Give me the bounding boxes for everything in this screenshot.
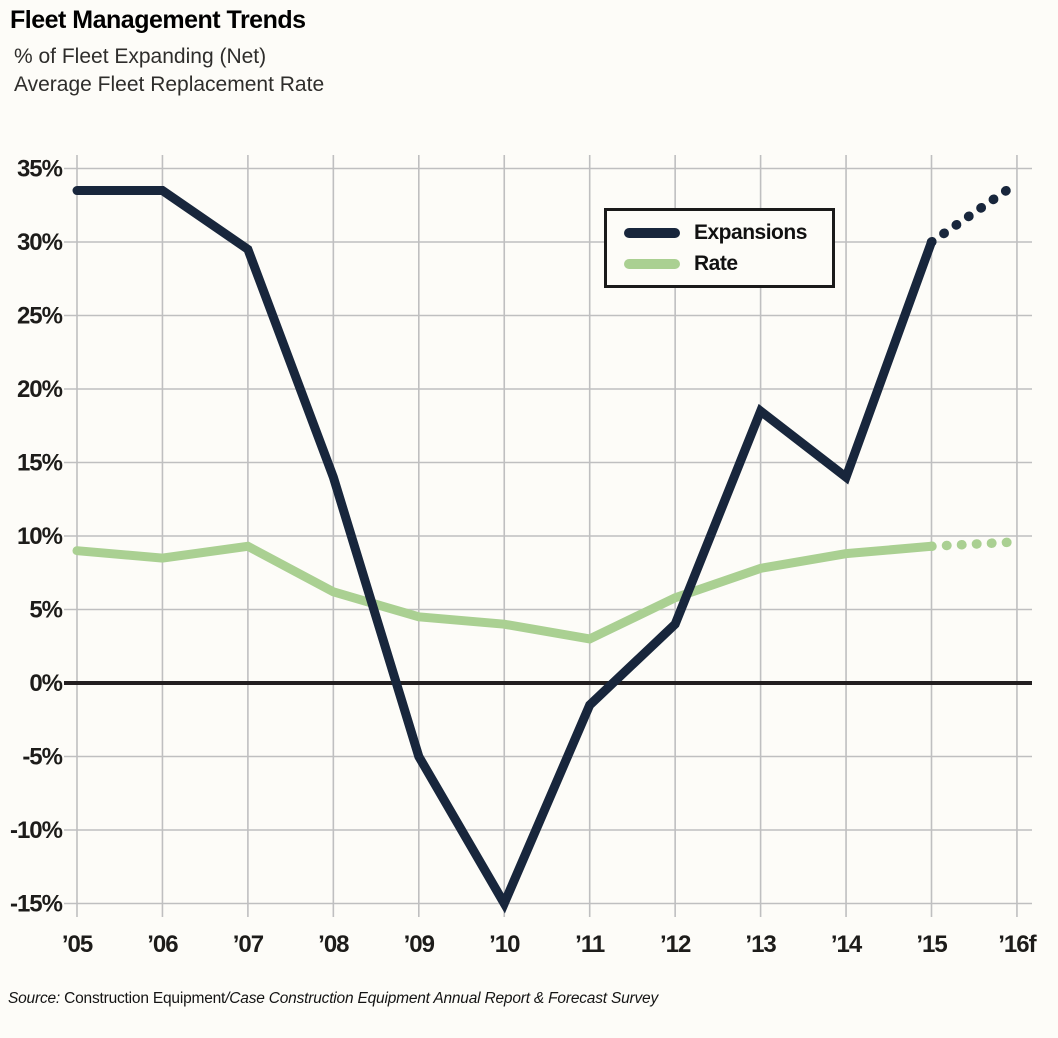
chart-header: Fleet Management Trends % of Fleet Expan… — [10, 6, 324, 99]
subtitle-line-2: Average Fleet Replacement Rate — [14, 73, 325, 96]
x-tick-label: ’06 — [147, 931, 178, 958]
expansions-line-swatch — [624, 227, 680, 238]
expansions-forecast-line — [926, 178, 1022, 247]
legend-item-expansions: Expansions — [624, 221, 832, 245]
rate-line-swatch — [624, 258, 680, 269]
y-tick-label: 5% — [29, 597, 62, 624]
x-tick-label: ’16f — [998, 931, 1037, 958]
legend-label-expansions: Expansions — [694, 220, 807, 244]
y-tick-label: 15% — [17, 450, 63, 477]
subtitle-line-1: % of Fleet Expanding (Net) — [14, 45, 267, 68]
source-note: Source: Construction Equipment/Case Cons… — [8, 990, 658, 1008]
x-tick-label: ’10 — [489, 931, 520, 958]
x-tick-label: ’08 — [318, 931, 349, 958]
legend-item-rate: Rate — [624, 252, 832, 276]
y-tick-label: -15% — [10, 891, 63, 918]
x-tick-label: ’13 — [745, 931, 776, 958]
y-tick-label: 25% — [17, 303, 63, 330]
legend-label-rate: Rate — [694, 251, 738, 275]
legend: Expansions Rate — [604, 208, 835, 288]
y-tick-label: -5% — [22, 744, 62, 771]
rate-line — [72, 541, 936, 644]
y-tick-label: -10% — [10, 817, 63, 844]
x-tick-label: ’09 — [404, 931, 435, 958]
expansions-line — [72, 186, 936, 914]
x-tick-label: ’15 — [916, 931, 947, 958]
x-tick-label: ’14 — [831, 931, 863, 958]
x-tick-label: ’11 — [575, 931, 605, 958]
x-tick-label: ’05 — [62, 931, 93, 958]
x-tick-label: ’07 — [233, 931, 264, 958]
y-tick-label: 20% — [17, 376, 63, 403]
x-tick-label: ’12 — [660, 931, 691, 958]
y-tick-label: 10% — [17, 523, 63, 550]
rate-forecast-line — [926, 537, 1022, 552]
y-tick-label: 30% — [17, 229, 63, 256]
page-title: Fleet Management Trends — [10, 6, 306, 34]
y-tick-label: 35% — [17, 156, 63, 183]
source-prefix: Source: — [8, 990, 61, 1007]
source-suffix: /Case Construction Equipment Annual Repo… — [225, 990, 659, 1007]
source-publication: Construction Equipment — [60, 990, 226, 1007]
y-tick-label: 0% — [29, 670, 62, 697]
